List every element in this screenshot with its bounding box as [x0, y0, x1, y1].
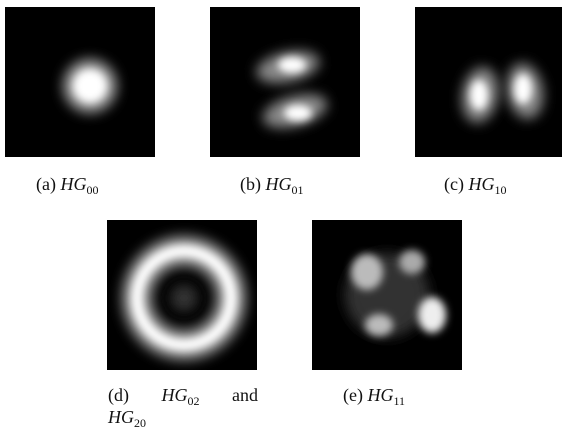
- caption-text: HG: [468, 174, 494, 194]
- caption-text: (b): [240, 174, 261, 194]
- caption: (b) HG01: [240, 174, 304, 198]
- caption-text: HG: [367, 385, 393, 405]
- caption-line: HG20: [108, 407, 258, 431]
- caption-text: and: [232, 385, 258, 409]
- caption-text: HG: [266, 174, 292, 194]
- mode-image: [5, 7, 155, 157]
- caption-text: 20: [134, 416, 146, 430]
- caption-text: 01: [292, 183, 304, 197]
- caption-text: HG: [108, 407, 134, 427]
- caption-text: (c): [444, 174, 464, 194]
- mode-image: [312, 220, 462, 370]
- caption-text: 10: [494, 183, 506, 197]
- figure: (a) HG00 (b) HG01 (c) HG10 (d)HG02and HG…: [0, 0, 562, 437]
- caption: (a) HG00: [36, 174, 98, 198]
- mode-image: [210, 7, 360, 157]
- caption-text: (e): [343, 385, 363, 405]
- caption-line: (d) HG02 and: [108, 385, 258, 409]
- caption-text: HG: [60, 174, 86, 194]
- caption-text: HG: [162, 385, 188, 405]
- caption-text: (a): [36, 174, 56, 194]
- caption-text: 11: [393, 394, 405, 408]
- mode-image: [415, 7, 562, 157]
- caption: (c) HG10: [444, 174, 506, 198]
- mode-image: [107, 220, 257, 370]
- caption-text: 02: [188, 394, 200, 408]
- caption: (e) HG11: [343, 385, 405, 409]
- caption-text: (d): [108, 385, 129, 409]
- caption-text: 00: [86, 183, 98, 197]
